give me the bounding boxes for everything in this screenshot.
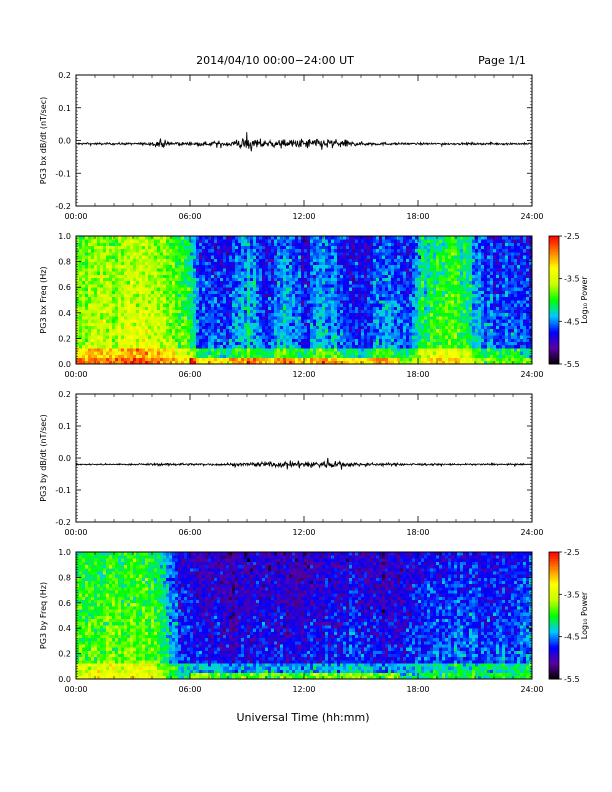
x-tick-label: 24:00 xyxy=(520,212,543,221)
y-tick-label: 0.0 xyxy=(58,137,71,146)
x-tick-label: 18:00 xyxy=(406,528,429,537)
x-tick-label: 12:00 xyxy=(292,685,315,694)
y-tick-label: 1.0 xyxy=(58,548,71,557)
panel-bx-timeseries: 0.2 0.1 0.0 -0.1 -0.200:00 06:00 12:00 18:00 24:… xyxy=(39,71,544,221)
y-tick-label: 0.2 xyxy=(58,71,71,80)
y-tick-label: 0.0 xyxy=(58,360,71,369)
x-tick-label: 00:00 xyxy=(64,685,87,694)
x-tick-label: 12:00 xyxy=(292,212,315,221)
y-tick-label: 0.6 xyxy=(58,599,71,608)
colorbar: -2.5 -3.5 -4.5 -5.5 Log₁₀ Power xyxy=(548,548,589,684)
colorbar-tick-label: -2.5 xyxy=(564,232,580,241)
y-tick-label: -0.1 xyxy=(55,486,71,495)
x-tick-label: 06:00 xyxy=(178,370,201,379)
x-tick-label: 06:00 xyxy=(178,685,201,694)
y-tick-label: 0.8 xyxy=(58,573,71,582)
colorbar-tick-label: -3.5 xyxy=(564,590,580,599)
colorbar-tick-label: -4.5 xyxy=(564,633,580,642)
y-tick-label: 0.4 xyxy=(58,309,71,318)
y-tick-label: 0.6 xyxy=(58,283,71,292)
y-tick-label: 0.2 xyxy=(58,334,71,343)
y-tick-label: 0.1 xyxy=(58,422,71,431)
y-tick-label: -0.2 xyxy=(55,518,71,527)
x-tick-label: 12:00 xyxy=(292,528,315,537)
y-axis-label: PG3 bx Freq (Hz) xyxy=(39,266,48,333)
series-line xyxy=(75,457,533,470)
x-tick-label: 06:00 xyxy=(178,528,201,537)
y-tick-label: 0.8 xyxy=(58,258,71,267)
colorbar: -2.5 -3.5 -4.5 -5.5 Log₁₀ Power xyxy=(548,232,589,369)
panel-by-spectrogram: -2.5 -3.5 -4.5 -5.5 Log₁₀ Power 1.0 0.8 0.6 0.4 0… xyxy=(39,548,589,694)
plot-frame xyxy=(75,393,533,523)
panel-bx-spectrogram: -2.5 -3.5 -4.5 -5.5 Log₁₀ Power 1.0 0.8 0.6 0.4 0… xyxy=(39,232,589,379)
x-tick-label: 06:00 xyxy=(178,212,201,221)
colorbar-tick-label: -2.5 xyxy=(564,548,580,557)
x-tick-label: 18:00 xyxy=(406,212,429,221)
colorbar-tick-label: -3.5 xyxy=(564,275,580,284)
x-tick-label: 00:00 xyxy=(64,370,87,379)
x-tick-label: 18:00 xyxy=(406,370,429,379)
spectrogram-image xyxy=(76,552,533,680)
x-tick-label: 00:00 xyxy=(64,212,87,221)
y-axis-label: PG3 bx dB/dt (nT/sec) xyxy=(39,97,48,184)
x-tick-label: 24:00 xyxy=(520,685,543,694)
colorbar-tick-label: -5.5 xyxy=(564,360,580,369)
y-tick-label: 0.2 xyxy=(58,650,71,659)
x-tick-label: 24:00 xyxy=(520,528,543,537)
page-indicator: Page 1/1 xyxy=(478,54,526,67)
colorbar-label: Log₁₀ Power xyxy=(580,276,589,324)
x-tick-label: 12:00 xyxy=(292,370,315,379)
x-tick-label: 24:00 xyxy=(520,370,543,379)
y-tick-label: 1.0 xyxy=(58,232,71,241)
figure-title: 2014/04/10 00:00−24:00 UT xyxy=(196,54,354,67)
series-line xyxy=(75,132,533,152)
plot-frame xyxy=(75,74,533,207)
y-tick-label: 0.1 xyxy=(58,104,71,113)
y-tick-label: 0.4 xyxy=(58,624,71,633)
y-axis-label: PG3 by Freq (Hz) xyxy=(39,582,48,649)
colorbar-tick-label: -4.5 xyxy=(564,317,580,326)
x-axis-label: Universal Time (hh:mm) xyxy=(237,711,370,724)
y-tick-label: 0.2 xyxy=(58,390,71,399)
y-tick-label: -0.1 xyxy=(55,169,71,178)
spectrogram-image xyxy=(76,236,533,365)
y-axis-label: PG3 by dB/dt (nT/sec) xyxy=(39,414,48,501)
colorbar-tick-label: -5.5 xyxy=(564,675,580,684)
panel-by-timeseries: 0.2 0.1 0.0 -0.1 -0.200:00 06:00 12:00 18:00 24:… xyxy=(39,390,544,537)
y-tick-label: 0.0 xyxy=(58,675,71,684)
x-tick-label: 18:00 xyxy=(406,685,429,694)
x-tick-label: 00:00 xyxy=(64,528,87,537)
y-tick-label: 0.0 xyxy=(58,454,71,463)
y-tick-label: -0.2 xyxy=(55,202,71,211)
colorbar-label: Log₁₀ Power xyxy=(580,591,589,639)
